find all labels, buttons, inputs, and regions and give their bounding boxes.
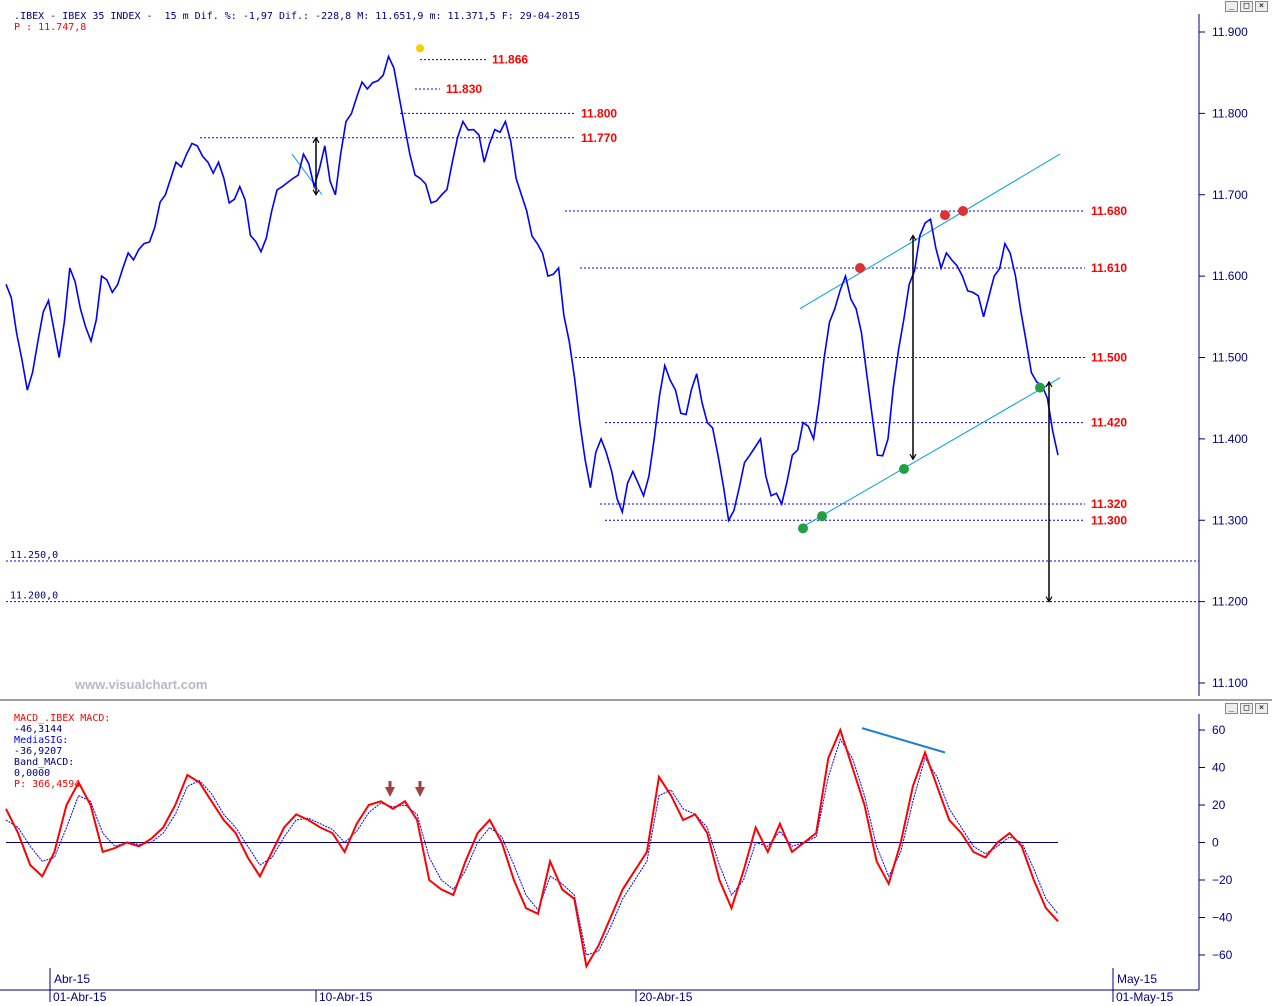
channel-lower xyxy=(799,377,1061,529)
macd-maximize-icon[interactable]: □ xyxy=(1240,703,1253,714)
macd-y-tick-label: −20 xyxy=(1212,873,1233,887)
level-label: 11.500 xyxy=(1091,351,1127,365)
level-label: 11.800 xyxy=(581,106,617,120)
y-tick-label: 11.100 xyxy=(1212,676,1248,690)
date-label: 10-Abr-15 xyxy=(319,990,373,1004)
arrow-head xyxy=(909,234,917,241)
macd-line xyxy=(5,727,1059,970)
signal-dot xyxy=(855,262,865,273)
macd-y-tick-label: −40 xyxy=(1212,911,1233,925)
macd-signal-label: MediaSIG: xyxy=(14,735,69,746)
macd-panel xyxy=(5,727,1059,970)
macd-band-value: 0,0000 xyxy=(14,768,51,779)
macd-y-tick-label: 20 xyxy=(1212,798,1226,812)
y-tick-label: 11.300 xyxy=(1212,513,1248,527)
price-line xyxy=(5,54,1059,523)
level-label: 11.320 xyxy=(1091,497,1127,511)
price-series xyxy=(5,54,1059,523)
annotations xyxy=(312,44,1053,603)
macd-band-label: Band_MACD: xyxy=(14,757,75,768)
macd-y-tick-label: 60 xyxy=(1212,723,1226,737)
level-label: 11.420 xyxy=(1091,416,1127,430)
signal-dot xyxy=(940,210,950,221)
down-arrow-icon xyxy=(385,787,395,797)
date-label: 20-Abr-15 xyxy=(639,990,693,1004)
signal-dot xyxy=(958,206,968,217)
peak-dot xyxy=(416,44,424,53)
macd-value: -46,3144 xyxy=(14,724,63,735)
y-tick-label: 11.700 xyxy=(1212,188,1248,202)
down-arrow-icon xyxy=(415,787,425,797)
arrow-head xyxy=(1045,596,1053,603)
arrow-head xyxy=(909,453,917,461)
level-label: 11.866 xyxy=(492,53,528,67)
price-y-ticks: 11.900 11.800 11.700 11.600 11.500 11.400 11.3… xyxy=(1199,25,1248,690)
date-label: 01-Abr-15 xyxy=(53,990,107,1004)
price-panel xyxy=(0,14,1199,696)
arrow-head xyxy=(1045,380,1053,388)
macd-y-ticks: 60 40 20 0 −20 −40 −60 xyxy=(1199,723,1233,962)
level-lines: 11.866 11.830 11.800 11.770 11.680 11.610 11.5… xyxy=(6,53,1199,603)
signal-dot xyxy=(1035,382,1045,393)
macd-signal-value: -36,9207 xyxy=(14,746,63,757)
level-label: 11.680 xyxy=(1091,204,1127,218)
y-tick-label: 11.500 xyxy=(1212,351,1248,365)
macd-p: P: 366,4594 xyxy=(14,779,81,790)
signal-dot xyxy=(899,463,909,474)
arrow-head xyxy=(312,136,320,144)
macd-y-tick-label: 40 xyxy=(1212,761,1226,775)
close-icon[interactable]: × xyxy=(1255,1,1268,12)
macd-y-tick-label: 0 xyxy=(1212,836,1219,850)
y-tick-label: 11.200 xyxy=(1212,595,1248,609)
y-tick-label: 11.400 xyxy=(1212,432,1248,446)
date-label: 01-May-15 xyxy=(1116,990,1174,1004)
level-label: 11.770 xyxy=(581,131,617,145)
level-label: 11.610 xyxy=(1091,261,1127,275)
signal-dot xyxy=(798,523,808,534)
channel-small xyxy=(291,153,323,196)
arrow-head xyxy=(312,189,320,196)
watermark: www.visualchart.com xyxy=(74,677,207,692)
level-label: 11.250,0 xyxy=(10,550,58,561)
level-label: 11.300 xyxy=(1091,513,1127,527)
month-label: May-15 xyxy=(1117,972,1157,986)
level-label: 11.830 xyxy=(446,82,482,96)
minimize-icon[interactable]: _ xyxy=(1225,1,1238,12)
macd-minimize-icon[interactable]: _ xyxy=(1225,703,1238,714)
x-axis: Abr-15 May-15 01-Abr-15 10-Abr-15 20-Abr-15 0… xyxy=(49,968,1174,1004)
y-tick-label: 11.800 xyxy=(1212,106,1248,120)
main-price: P : 11.747,8 xyxy=(14,22,87,33)
divergence-line xyxy=(861,727,946,754)
y-tick-label: 11.600 xyxy=(1212,269,1248,283)
window-buttons: _ □ × xyxy=(1223,1,1268,12)
macd-close-icon[interactable]: × xyxy=(1255,703,1268,714)
signal-dot xyxy=(817,511,827,522)
maximize-icon[interactable]: □ xyxy=(1240,1,1253,12)
month-label: Abr-15 xyxy=(54,972,90,986)
main-title: .IBEX - IBEX 35 INDEX - 15 m Dif. %: -1,… xyxy=(14,11,580,22)
macd-window-buttons: _ □ × xyxy=(1223,703,1268,714)
level-label: 11.200,0 xyxy=(10,591,58,602)
y-tick-label: 11.900 xyxy=(1212,25,1248,39)
macd-name: MACD_.IBEX MACD: xyxy=(14,713,111,724)
macd-y-tick-label: −60 xyxy=(1212,948,1233,962)
